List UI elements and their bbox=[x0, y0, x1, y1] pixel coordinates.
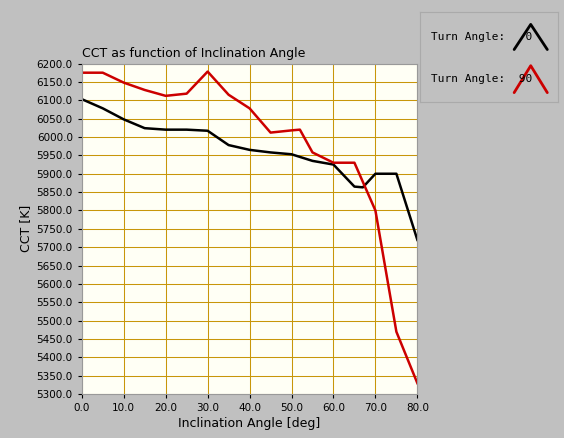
Text: Turn Angle:   0: Turn Angle: 0 bbox=[431, 32, 532, 42]
X-axis label: Inclination Angle [deg]: Inclination Angle [deg] bbox=[178, 417, 321, 431]
Y-axis label: CCT [K]: CCT [K] bbox=[19, 205, 32, 252]
Text: CCT as function of Inclination Angle: CCT as function of Inclination Angle bbox=[82, 46, 305, 60]
Text: Turn Angle:  90: Turn Angle: 90 bbox=[431, 74, 532, 84]
